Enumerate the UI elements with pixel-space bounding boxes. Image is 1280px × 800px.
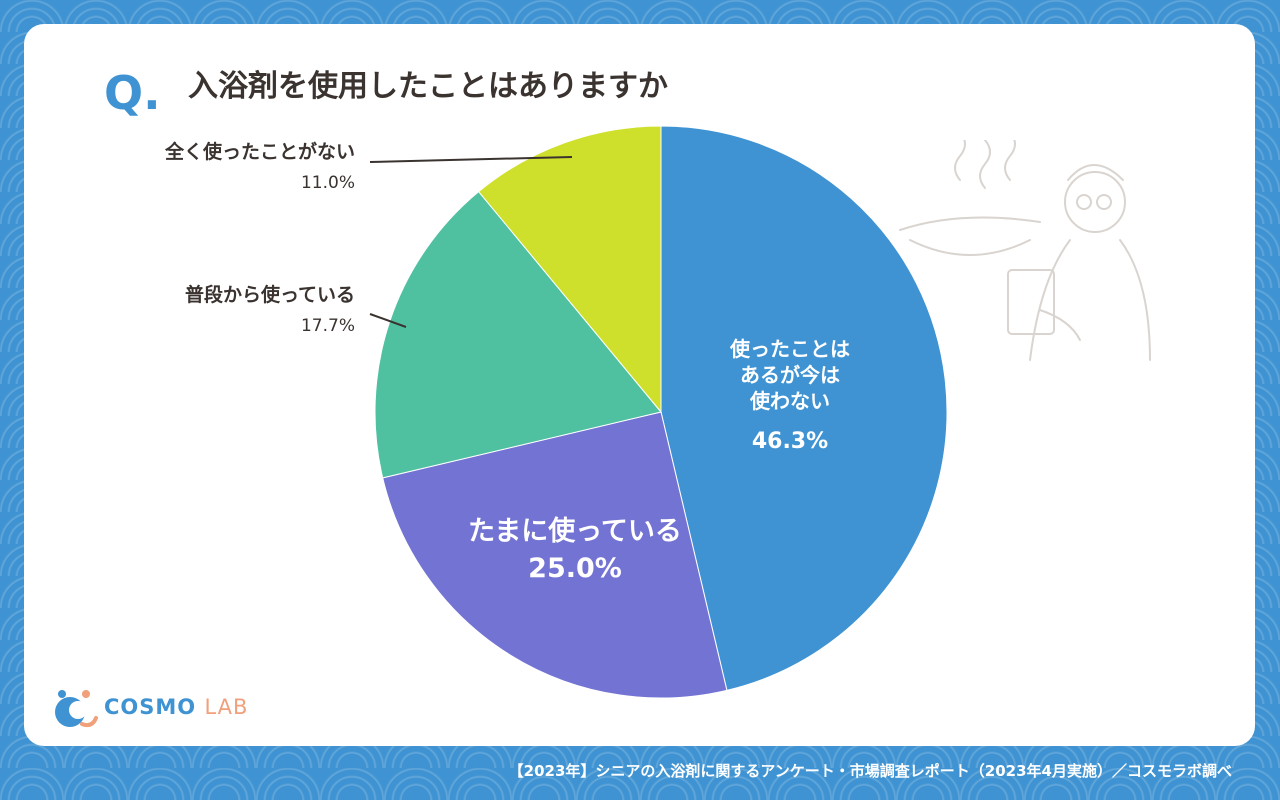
leader-line-4 [369, 156, 573, 163]
slice-label-1-line-3: 使わない [749, 389, 830, 413]
pie-slice-4 [477, 125, 662, 414]
logo-sub-text: LAB [204, 695, 249, 719]
slice-label-2-line-1: たまに使っている [468, 516, 682, 547]
slice-label-3: 普段から使っている [185, 283, 355, 306]
logo-main-text: COSMO [104, 695, 197, 719]
slice-label-4: 全く使ったことがない [164, 140, 355, 163]
source-footer: 【2023年】シニアの入浴剤に関するアンケート・市場調査レポート（2023年4月… [508, 762, 1232, 780]
slice-value-label-4: 11.0% [301, 173, 355, 193]
pie-slices [374, 125, 948, 699]
slice-value-label-1: 46.3% [752, 429, 828, 454]
logo-mark-icon [55, 690, 98, 728]
logo-text: COSMO LAB [104, 695, 248, 719]
slice-label-1-line-1: 使ったことは [729, 337, 850, 361]
slice-label-1-line-2: あるが今は [740, 363, 840, 387]
leader-lines [369, 156, 573, 328]
cosmo-lab-logo: COSMO LAB [48, 686, 248, 732]
pie-slice-2 [382, 411, 728, 699]
pie-slice-1 [660, 125, 948, 691]
leader-line-3 [369, 313, 407, 328]
slice-value-label-3: 17.7% [301, 316, 355, 336]
question-title: 入浴剤を使用したことはありますか [188, 69, 668, 104]
slice-value-label-2: 25.0% [528, 553, 622, 584]
question-mark: Q. [104, 66, 161, 120]
senior-bath-illustration-icon [899, 140, 1151, 361]
